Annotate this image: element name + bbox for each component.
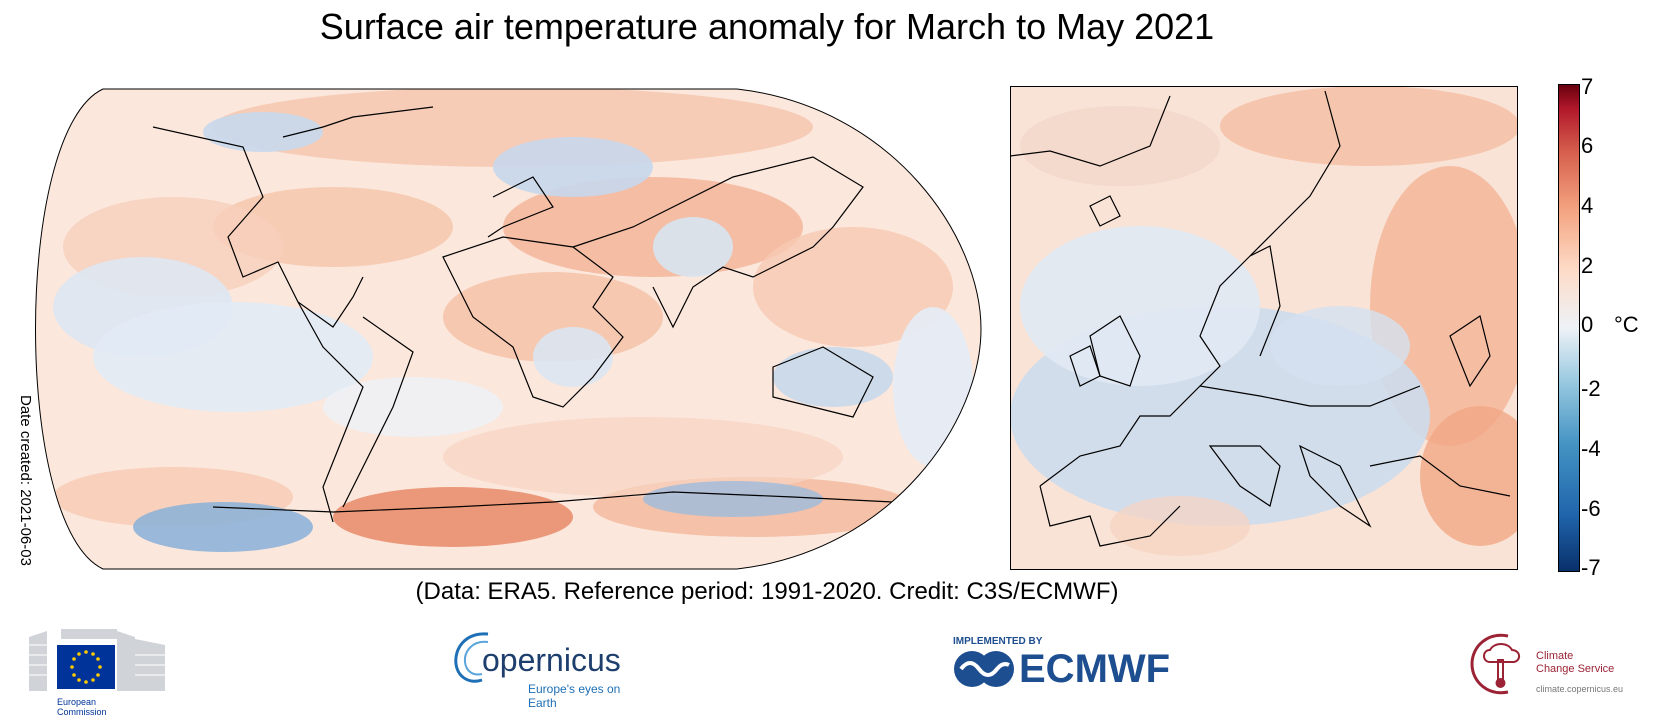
c3s-url: climate.copernicus.eu [1536, 684, 1624, 694]
ecmwf-wordmark: ECMWF [1019, 647, 1171, 691]
copernicus-swirl-icon [454, 632, 489, 683]
copernicus-logo: opernicus Europe's eyes on Earth [452, 628, 652, 710]
ecmwf-implemented-by: IMPLEMENTED BY [953, 636, 1043, 647]
cbar-tick-7: 7 [1581, 74, 1594, 99]
europe-anomaly-map [1010, 86, 1518, 570]
c3s-label-line2: Change Service [1536, 663, 1615, 675]
cbar-tick-neg4: -4 [1581, 436, 1601, 461]
ecmwf-waves-icon [954, 651, 1014, 687]
colorbar [1558, 84, 1580, 572]
ecmwf-logo: IMPLEMENTED BY ECMWF [953, 636, 1203, 696]
copernicus-wordmark: opernicus [482, 642, 621, 678]
map-title: Surface air temperature anomaly for Marc… [319, 6, 1215, 47]
world-anomaly-map [35, 88, 982, 570]
cbar-tick-neg2: -2 [1581, 376, 1601, 401]
cbar-tick-neg7: -7 [1581, 555, 1601, 580]
cbar-tick-6: 6 [1581, 133, 1594, 158]
cbar-tick-0: 0 [1581, 312, 1594, 337]
c3s-thermometer-icon [1470, 633, 1520, 695]
date-created: Date created: 2021-06-03 [17, 395, 34, 566]
cbar-tick-2: 2 [1581, 253, 1594, 278]
copernicus-tagline: Europe's eyes on Earth [528, 682, 621, 710]
c3s-logo: Climate Change Service climate.copernicu… [1468, 630, 1648, 700]
c3s-label-line1: Climate [1536, 650, 1574, 662]
ec-label-line2: Commission [57, 707, 107, 717]
credit-line: (Data: ERA5. Reference period: 1991-2020… [415, 578, 1119, 605]
ec-label-line1: European [57, 697, 97, 707]
cbar-tick-neg6: -6 [1581, 496, 1601, 521]
ec-building-icon [29, 629, 165, 691]
colorbar-unit: °C [1614, 312, 1639, 337]
european-commission-logo: European Commission [27, 625, 167, 717]
cbar-tick-4: 4 [1581, 193, 1594, 218]
